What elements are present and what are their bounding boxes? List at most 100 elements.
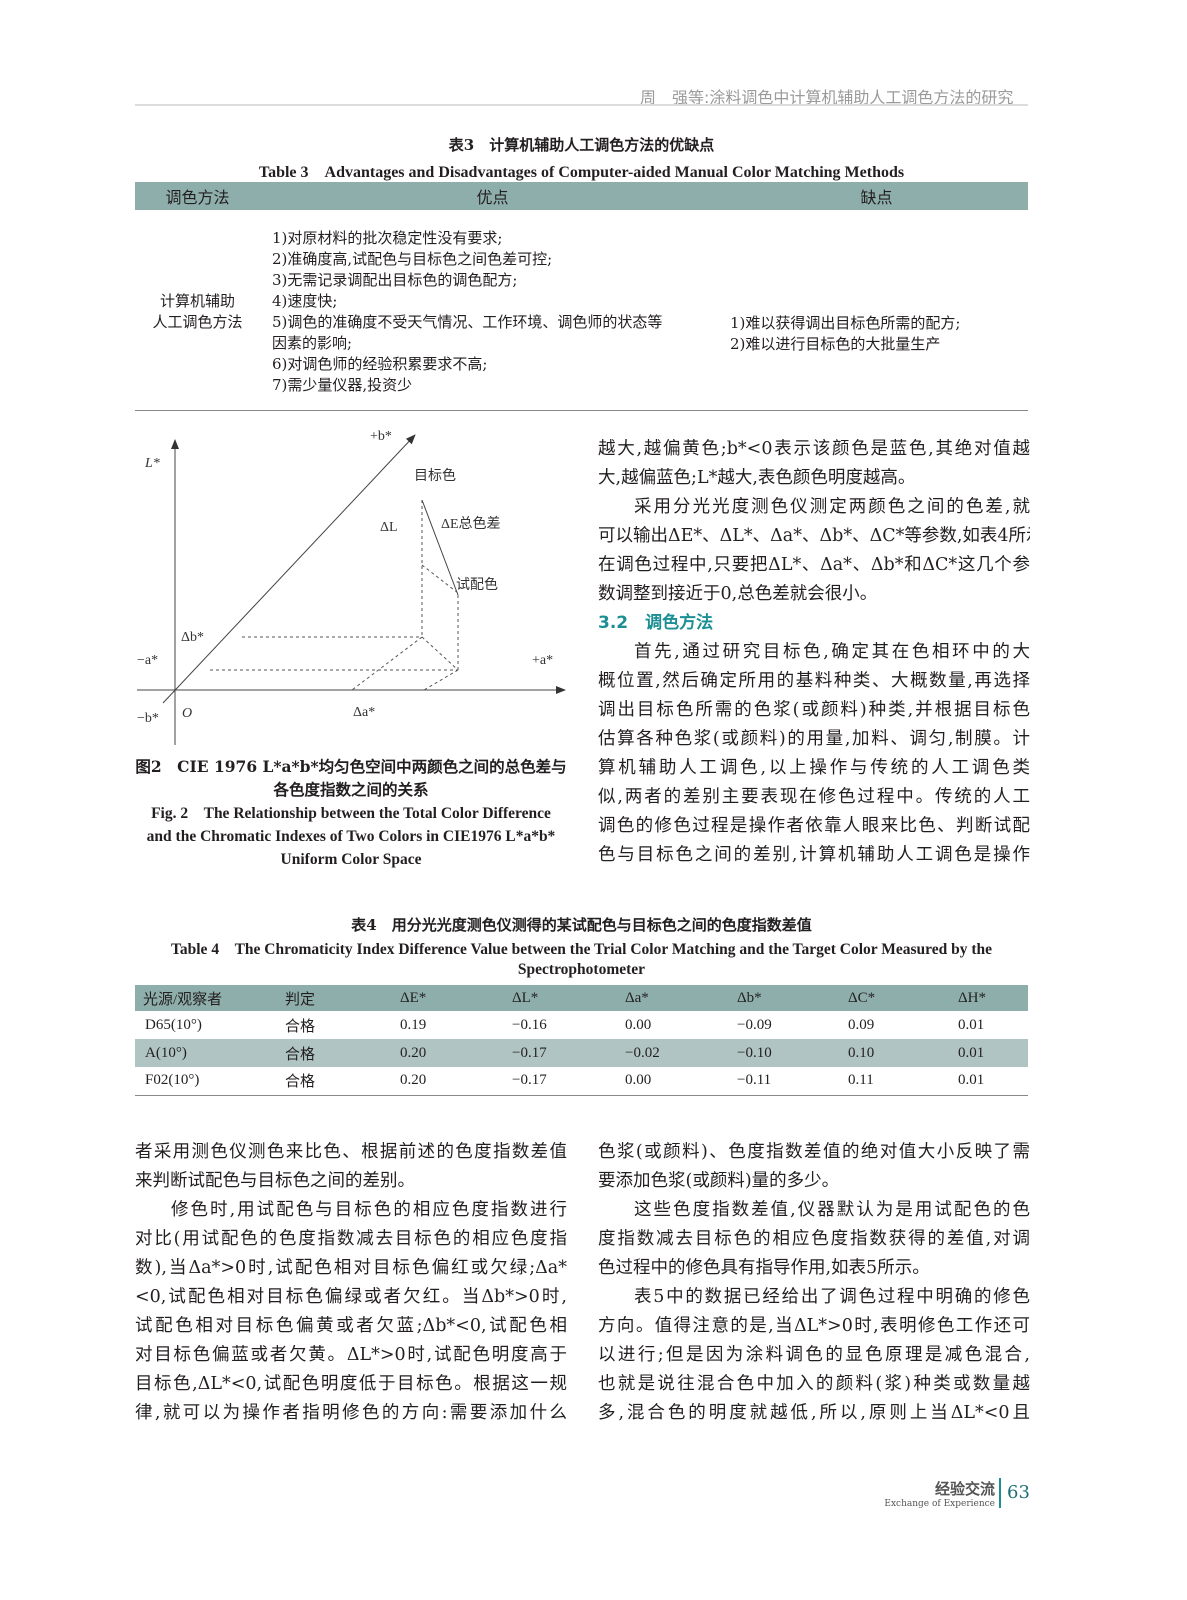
table-header: ΔL*: [512, 985, 625, 1011]
table-cell: −0.11: [737, 1067, 848, 1096]
table-header: Δa*: [625, 985, 737, 1011]
text-line: 目标色,ΔL*<0,试配色明度低于目标色。根据这一规: [135, 1374, 567, 1394]
advantage-item: 7)需少量仪器,投资少: [272, 375, 413, 394]
running-header: 周 强等:涂料调色中计算机辅助人工调色方法的研究: [640, 88, 1014, 107]
table3-caption-zh: 表3 计算机辅助人工调色方法的优缺点: [448, 136, 715, 154]
text-line: 者采用测色仪测色来比色、根据前述的色度指数差值: [135, 1142, 567, 1162]
text-line: 也就是说往混合色中加入的颜料(浆)种类或数量越: [598, 1374, 1030, 1394]
table4-caption-en: Table 4 The Chromaticity Index Differenc…: [170, 941, 993, 958]
footer-section: 经验交流 Exchange of Experience: [880, 1478, 995, 1509]
figure2-caption-zh: 图2 CIE 1976 L*a*b*均匀色空间中两颜色之间的总色差与 各色度指数之…: [135, 755, 567, 801]
table-cell: D65(10°): [145, 1016, 202, 1033]
table-cell: 0.20: [400, 1039, 512, 1067]
table-header: 判定: [285, 985, 400, 1011]
table-cell: 0.00: [625, 1016, 652, 1033]
method-cell: 计算机辅助: [159, 291, 235, 310]
table-cell: 0.01: [958, 1067, 1028, 1096]
left-column-bottom: 者采用测色仪测色来比色、根据前述的色度指数差值 来判断试配色与目标色之间的差别。修…: [135, 1138, 567, 1428]
table-header: ΔC*: [848, 985, 958, 1011]
right-column-bottom: 色浆(或颜料)、色度指数差值的绝对值大小反映了需 要添加色浆(或颜料)量的多少。这…: [598, 1138, 1030, 1428]
table-row: D65(10°) 合格 0.19 −0.16 0.00 −0.09 0.09 0.01: [135, 1011, 1028, 1039]
text-line: 采用分光光度测色仪测定两颜色之间的色差,就: [634, 497, 1030, 517]
table-header: 调色方法: [135, 182, 260, 210]
text-line: 算机辅助人工调色,以上操作与传统的人工调色类: [598, 758, 1030, 778]
disadvantages-cell: 1)难以获得调出目标色所需的配方; 2)难以进行目标色的大批量生产: [725, 210, 1028, 411]
advantage-item: 2)准确度高,试配色与目标色之间色差可控;: [272, 249, 553, 268]
page-number: 63: [1007, 1482, 1030, 1503]
label-db: Δb*: [181, 630, 204, 645]
advantage-item: 5)调色的准确度不受天气情况、工作环境、调色师的状态等: [272, 312, 663, 331]
caption-line: Fig. 2 The Relationship between the Tota…: [151, 805, 551, 822]
label-plus-a: +a*: [532, 653, 553, 668]
label-trial: 试配色: [456, 576, 498, 593]
table-cell: A(10°): [135, 1039, 285, 1067]
table-cell: 0.19: [400, 1016, 427, 1033]
text-line: 数),当Δa*>0时,试配色相对目标色偏红或欠绿;Δa*: [135, 1258, 567, 1278]
advantages-cell: 1)对原材料的批次稳定性没有要求; 2)准确度高,试配色与目标色之间色差可控; 3)…: [260, 210, 725, 411]
table-row: A(10°) 合格 0.20 −0.17 −0.02 −0.10 0.10 0.01: [135, 1039, 1028, 1067]
text-line: 修色时,用试配色与目标色的相应色度指数进行: [171, 1200, 567, 1220]
text-line: 试配色相对目标色偏黄或者欠蓝;Δb*<0,试配色相: [135, 1316, 567, 1336]
table-cell: 0.10: [848, 1039, 958, 1067]
text-line: 多,混合色的明度就越低,所以,原则上当ΔL*<0且: [598, 1403, 1030, 1423]
table-cell: 0.11: [848, 1067, 958, 1096]
footer-divider: [999, 1478, 1001, 1508]
label-dL: ΔL: [380, 520, 398, 535]
text-line: 在调色过程中,只要把ΔL*、Δa*、Δb*和ΔC*这几个参: [598, 555, 1030, 575]
table-cell: −0.17: [512, 1067, 625, 1096]
figure2-caption-en: Fig. 2 The Relationship between the Tota…: [135, 802, 567, 871]
label-plus-b: +b*: [370, 429, 392, 444]
table-header: ΔH*: [958, 985, 1028, 1011]
right-column-top: 越大,越偏黄色;b*<0表示该颜色是蓝色,其绝对值越 大,越偏蓝色;L*越大,表色…: [598, 435, 1030, 870]
table-cell: −0.02: [625, 1039, 737, 1067]
method-cell: 人工调色方法: [152, 312, 243, 331]
table-cell: 0.01: [958, 1016, 985, 1033]
table-cell: −0.10: [737, 1039, 848, 1067]
table-cell: 0.00: [625, 1067, 737, 1096]
text-line: 度指数减去目标色的相应色度指数获得的差值,对调: [598, 1229, 1030, 1249]
table-row: F02(10°) 合格 0.20 −0.17 0.00 −0.11 0.11 0.01: [135, 1067, 1028, 1096]
label-dE: ΔE总色差: [441, 515, 501, 532]
delta-e-line: [421, 499, 459, 596]
text-line: 首先,通过研究目标色,确定其在色相环中的大: [634, 642, 1030, 662]
figure2-diagram: +b* L* 目标色 ΔL ΔE总色差 试配色 Δb* −a* +a* −b* …: [137, 429, 566, 745]
text-line: 来判断试配色与目标色之间的差别。: [135, 1171, 415, 1191]
text-line: 色过程中的修色具有指导作用,如表5所示。: [598, 1258, 930, 1278]
b-axis: [162, 434, 416, 704]
text-line: 调色的修色过程是操作者依靠人眼来比色、判断试配: [598, 816, 1030, 836]
table-cell: 合格: [285, 1039, 400, 1067]
text-line: 色浆(或颜料)、色度指数差值的绝对值大小反映了需: [598, 1142, 1030, 1162]
text-line: 以进行;但是因为涂料调色的显色原理是减色混合,: [598, 1345, 1030, 1365]
label-origin: O: [182, 706, 192, 721]
footer-section-en: Exchange of Experience: [884, 1499, 995, 1509]
table-header: ΔE*: [400, 985, 512, 1011]
caption-line: Uniform Color Space: [280, 851, 422, 868]
text-line: 概位置,然后确定所用的基料种类、大概数量,再选择: [598, 671, 1030, 691]
label-da: Δa*: [353, 705, 375, 720]
table3-caption-en: Table 3 Advantages and Disadvantages of …: [258, 164, 905, 181]
caption-line: 各色度指数之间的关系: [273, 780, 429, 799]
text-line: 这些色度指数差值,仪器默认为是用试配色的色: [634, 1200, 1030, 1220]
table4: 光源/观察者 判定 ΔE* ΔL* Δa* Δb* ΔC* ΔH* D65(10°) 合格 0.19…: [135, 985, 1028, 1096]
text-line: 数调整到接近于0,总色差就会很小。: [598, 584, 878, 604]
footer-section-zh: 经验交流: [934, 1480, 995, 1498]
text-line: <0,试配色相对目标色偏绿或者欠红。当Δb*>0时,: [135, 1287, 567, 1307]
table-cell: 合格: [285, 1018, 316, 1035]
table-cell: F02(10°): [135, 1067, 285, 1096]
advantage-item: 1)对原材料的批次稳定性没有要求;: [272, 228, 503, 247]
advantage-item: 因素的影响;: [272, 333, 353, 352]
text-line: 越大,越偏黄色;b*<0表示该颜色是蓝色,其绝对值越: [598, 439, 1030, 459]
text-line: 对比(用试配色的色度指数减去目标色的相应色度指: [135, 1229, 567, 1249]
text-line: 方向。值得注意的是,当ΔL*>0时,表明修色工作还可: [598, 1316, 1030, 1336]
table-cell: −0.17: [512, 1039, 625, 1067]
projection-lines: [210, 500, 459, 691]
text-line: 调出目标色所需的色浆(或颜料)种类,并根据目标色: [598, 700, 1030, 720]
text-line: 估算各种色浆(或颜料)的用量,加料、调匀,制膜。计: [598, 729, 1030, 749]
table4-caption-en-2: Spectrophotometer: [517, 961, 646, 978]
text-line: 表5中的数据已经给出了调色过程中明确的修色: [634, 1287, 1030, 1307]
text-line: 可以输出ΔE*、ΔL*、Δa*、Δb*、ΔC*等参数,如表4所示。: [598, 526, 1030, 546]
table-cell: 0.09: [848, 1016, 875, 1033]
table-cell: 0.01: [958, 1039, 1028, 1067]
header-rule: [135, 104, 1028, 106]
advantage-item: 4)速度快;: [272, 291, 338, 310]
